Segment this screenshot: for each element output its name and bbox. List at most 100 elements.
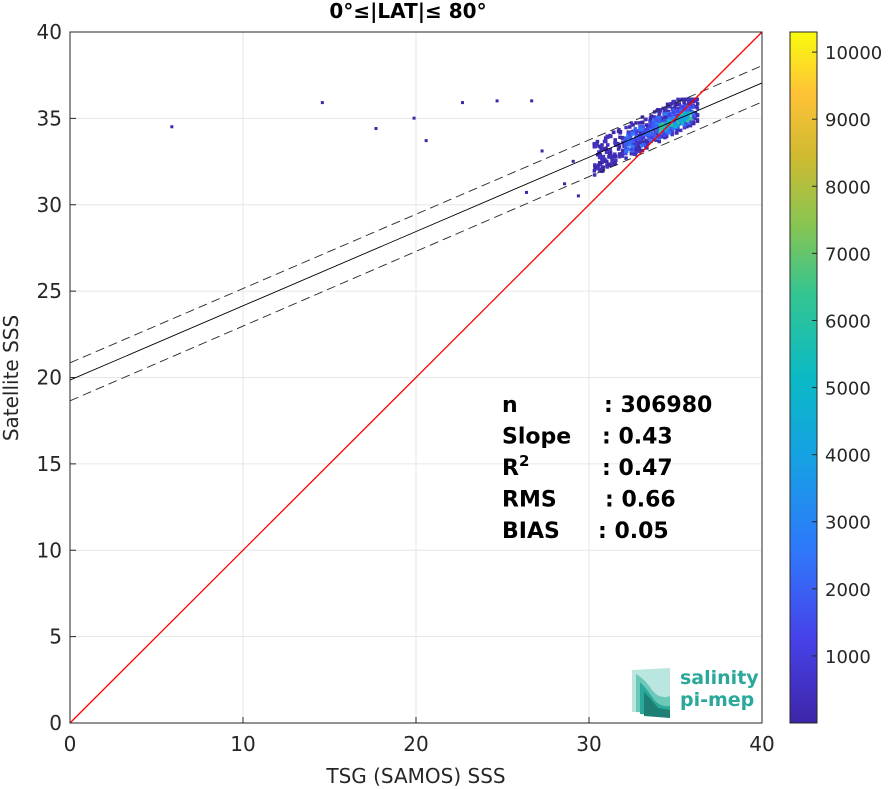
stat-label: n bbox=[502, 393, 518, 418]
density-point bbox=[643, 128, 648, 133]
x-axis-label: TSG (SAMOS) SSS bbox=[325, 764, 505, 788]
density-point bbox=[691, 115, 696, 119]
density-point bbox=[624, 149, 628, 154]
density-point bbox=[611, 162, 615, 167]
density-point bbox=[608, 163, 613, 168]
colorbar-tick-label: 1000 bbox=[825, 647, 871, 668]
density-point bbox=[679, 106, 683, 111]
density-point bbox=[665, 102, 670, 107]
density-point bbox=[676, 107, 681, 111]
density-point bbox=[683, 116, 688, 120]
density-point bbox=[600, 143, 604, 147]
density-point bbox=[674, 113, 679, 118]
density-point bbox=[611, 130, 616, 135]
y-tick-labels: 0 5 10 15 20 25 30 35 40 bbox=[37, 20, 76, 735]
density-point bbox=[671, 99, 675, 104]
density-point bbox=[682, 111, 687, 116]
density-point bbox=[611, 154, 615, 159]
y-axis-label: Satellite SSS bbox=[0, 315, 23, 441]
density-point bbox=[682, 125, 687, 130]
colorbar-tick-label: 9000 bbox=[825, 110, 871, 131]
density-point bbox=[686, 107, 690, 111]
density-point bbox=[593, 163, 597, 167]
density-point bbox=[672, 110, 676, 114]
density-point bbox=[638, 124, 642, 129]
density-point bbox=[617, 128, 621, 132]
y-tick-label: 25 bbox=[37, 279, 62, 303]
density-point bbox=[666, 109, 671, 114]
density-point bbox=[605, 150, 610, 154]
density-point bbox=[682, 118, 686, 122]
density-point bbox=[621, 136, 625, 140]
density-point bbox=[648, 125, 652, 129]
density-point bbox=[601, 154, 606, 159]
density-outlier bbox=[460, 101, 464, 105]
density-point bbox=[677, 115, 682, 119]
logo-waves-icon bbox=[632, 668, 670, 718]
density-point bbox=[629, 151, 634, 156]
density-point bbox=[671, 116, 676, 121]
stat-label: BIAS bbox=[502, 519, 560, 544]
density-point bbox=[653, 118, 658, 122]
density-point bbox=[639, 127, 644, 131]
density-point bbox=[689, 104, 694, 109]
density-point bbox=[645, 124, 650, 129]
density-point bbox=[635, 140, 639, 145]
stat-value: : 306980 bbox=[604, 393, 712, 418]
density-point bbox=[634, 121, 638, 125]
density-point bbox=[695, 113, 700, 118]
density-point bbox=[599, 167, 603, 171]
stat-value: : 0.43 bbox=[602, 425, 673, 450]
density-point bbox=[630, 144, 634, 148]
density-point bbox=[598, 144, 602, 149]
density-point bbox=[624, 151, 628, 156]
density-point bbox=[624, 156, 628, 160]
density-point bbox=[654, 129, 659, 134]
density-point bbox=[645, 140, 650, 145]
colorbar-tick-labels: 1000 2000 3000 4000 5000 6000 7000 8000 9000 1000… bbox=[812, 43, 882, 668]
colorbar-tick-label: 2000 bbox=[825, 580, 871, 601]
density-point bbox=[632, 152, 637, 157]
density-point bbox=[638, 130, 643, 135]
density-point bbox=[664, 121, 669, 126]
y-tick-label: 40 bbox=[37, 20, 62, 44]
density-point bbox=[648, 132, 652, 137]
density-point bbox=[658, 134, 662, 139]
density-point bbox=[614, 158, 618, 163]
density-point bbox=[657, 117, 662, 122]
density-point bbox=[626, 133, 630, 137]
density-point bbox=[626, 137, 630, 141]
density-point bbox=[673, 124, 678, 128]
density-point bbox=[613, 154, 617, 159]
density-point bbox=[628, 132, 632, 136]
colorbar-tick-label: 5000 bbox=[825, 379, 871, 400]
density-point bbox=[607, 155, 611, 159]
density-point bbox=[595, 165, 600, 170]
density-point bbox=[620, 148, 625, 153]
y-tick-label: 15 bbox=[37, 452, 62, 476]
density-point bbox=[687, 113, 691, 117]
x-tick-labels: 0 10 20 30 40 bbox=[64, 717, 775, 756]
density-point bbox=[617, 155, 622, 159]
density-outlier bbox=[576, 194, 580, 198]
density-point bbox=[644, 138, 648, 143]
density-point bbox=[662, 118, 667, 123]
density-point bbox=[670, 125, 674, 130]
density-point bbox=[674, 131, 679, 135]
density-point bbox=[657, 139, 661, 144]
density-point bbox=[681, 97, 685, 102]
density-point bbox=[672, 126, 676, 131]
y-tick-label: 30 bbox=[37, 193, 62, 217]
density-outlier bbox=[540, 149, 544, 153]
density-point bbox=[623, 145, 628, 149]
density-point bbox=[687, 115, 691, 119]
density-point bbox=[606, 143, 610, 147]
density-point bbox=[634, 136, 638, 141]
density-point bbox=[610, 160, 615, 164]
density-point bbox=[592, 169, 597, 173]
density-point bbox=[618, 135, 622, 140]
colorbar-tick-label: 7000 bbox=[825, 244, 871, 265]
density-point bbox=[601, 165, 605, 169]
density-point bbox=[595, 139, 600, 144]
density-point bbox=[694, 105, 699, 109]
